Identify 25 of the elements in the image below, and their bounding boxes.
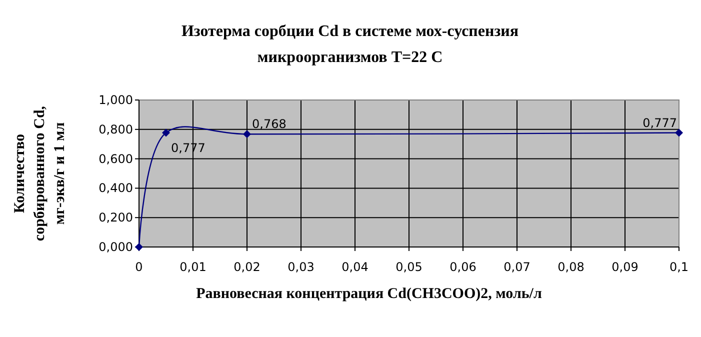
x-tick-label: 0,05 [396,260,422,274]
y-tick-label: 1,000 [98,93,133,107]
data-label: 0,777 [642,116,677,130]
x-tick-label: 0,04 [342,260,368,274]
y-axis-title: Количество сорбированного Cd, мг-экв/г и 1 мл [12,106,68,242]
x-axis-title: Равновесная концентрация Cd(CH3COO)2, моль/л [196,286,542,302]
x-tick-label: 0,06 [450,260,476,274]
point [243,130,251,138]
y-tick-label: 0,400 [98,181,133,196]
point [162,128,170,137]
x-tick-label: 0,01 [180,260,206,274]
y-tick-label: 0,600 [98,152,133,166]
x-tick-label: 0,09 [612,260,638,274]
y-tick-label: 0,000 [98,240,133,254]
x-tick-label: 0,07 [504,260,530,274]
data-label: 0,768 [252,117,286,132]
point [675,128,683,137]
x-tick-label: 0,1 [669,260,689,274]
x-tick-label: 0 [135,260,143,274]
chart-title: Изотерма сорбции Cd в системе мох-суспензия микроорганизмов T=22 C [181,23,519,66]
x-tick-label: 0,02 [234,260,260,274]
x-tick-label: 0,03 [288,260,314,274]
y-tick-label: 0,800 [98,122,133,136]
y-tick-label: 0,200 [98,210,133,225]
x-tick-label: 0,08 [558,260,584,274]
